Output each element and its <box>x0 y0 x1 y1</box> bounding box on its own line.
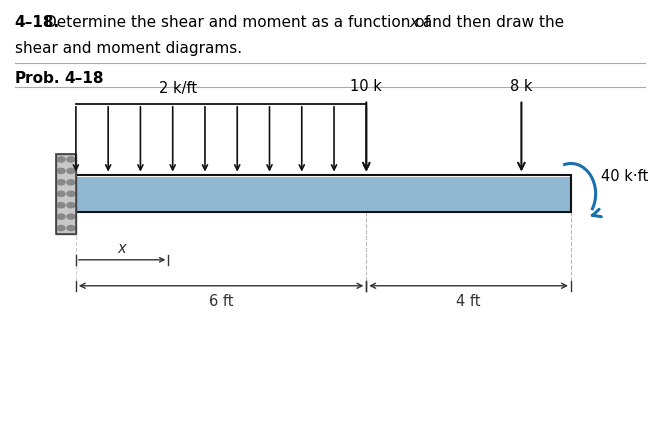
Circle shape <box>57 157 65 162</box>
Bar <box>76 178 571 210</box>
Circle shape <box>57 226 65 231</box>
Circle shape <box>57 168 65 174</box>
Text: x: x <box>117 241 127 256</box>
Bar <box>76 202 571 210</box>
Bar <box>76 183 571 210</box>
Text: 4–18: 4–18 <box>65 71 104 87</box>
Text: and then draw the: and then draw the <box>418 15 564 30</box>
Bar <box>76 197 571 210</box>
Circle shape <box>67 168 75 174</box>
Text: Prob.: Prob. <box>15 71 60 87</box>
Text: 8 k: 8 k <box>510 79 533 94</box>
Bar <box>76 195 571 210</box>
Bar <box>76 206 571 211</box>
Bar <box>76 209 571 211</box>
Circle shape <box>57 180 65 185</box>
Circle shape <box>67 214 75 219</box>
Bar <box>76 177 571 210</box>
Circle shape <box>57 203 65 208</box>
Bar <box>76 181 571 210</box>
Bar <box>76 205 571 211</box>
Bar <box>76 185 571 210</box>
Circle shape <box>67 226 75 231</box>
Circle shape <box>57 191 65 197</box>
Bar <box>76 175 571 212</box>
Circle shape <box>67 191 75 197</box>
Text: x: x <box>409 15 418 30</box>
Bar <box>56 154 76 234</box>
Bar <box>76 186 571 210</box>
Bar <box>56 154 76 234</box>
Bar <box>76 207 571 211</box>
Bar <box>76 210 571 211</box>
Bar <box>76 194 571 210</box>
Circle shape <box>57 214 65 219</box>
Circle shape <box>67 203 75 208</box>
Text: 10 k: 10 k <box>350 79 382 94</box>
Text: Determine the shear and moment as a function of: Determine the shear and moment as a func… <box>45 15 430 30</box>
Circle shape <box>67 180 75 185</box>
Bar <box>76 200 571 210</box>
Text: 4–18.: 4–18. <box>15 15 59 30</box>
Bar <box>76 184 571 210</box>
Bar <box>76 179 571 210</box>
Text: 2 k/ft: 2 k/ft <box>159 81 197 96</box>
Bar <box>76 201 571 210</box>
Text: shear and moment diagrams.: shear and moment diagrams. <box>15 41 242 56</box>
Bar <box>76 193 571 210</box>
Bar <box>76 191 571 210</box>
Bar <box>76 187 571 210</box>
Text: 40 k·ft: 40 k·ft <box>601 169 648 184</box>
Bar <box>76 189 571 210</box>
Bar <box>76 199 571 210</box>
Circle shape <box>67 157 75 162</box>
Bar <box>76 211 571 212</box>
Bar <box>76 180 571 210</box>
Text: 4 ft: 4 ft <box>456 294 481 310</box>
Bar <box>76 190 571 210</box>
Text: 6 ft: 6 ft <box>209 294 234 310</box>
Bar <box>76 204 571 211</box>
Bar <box>76 196 571 210</box>
